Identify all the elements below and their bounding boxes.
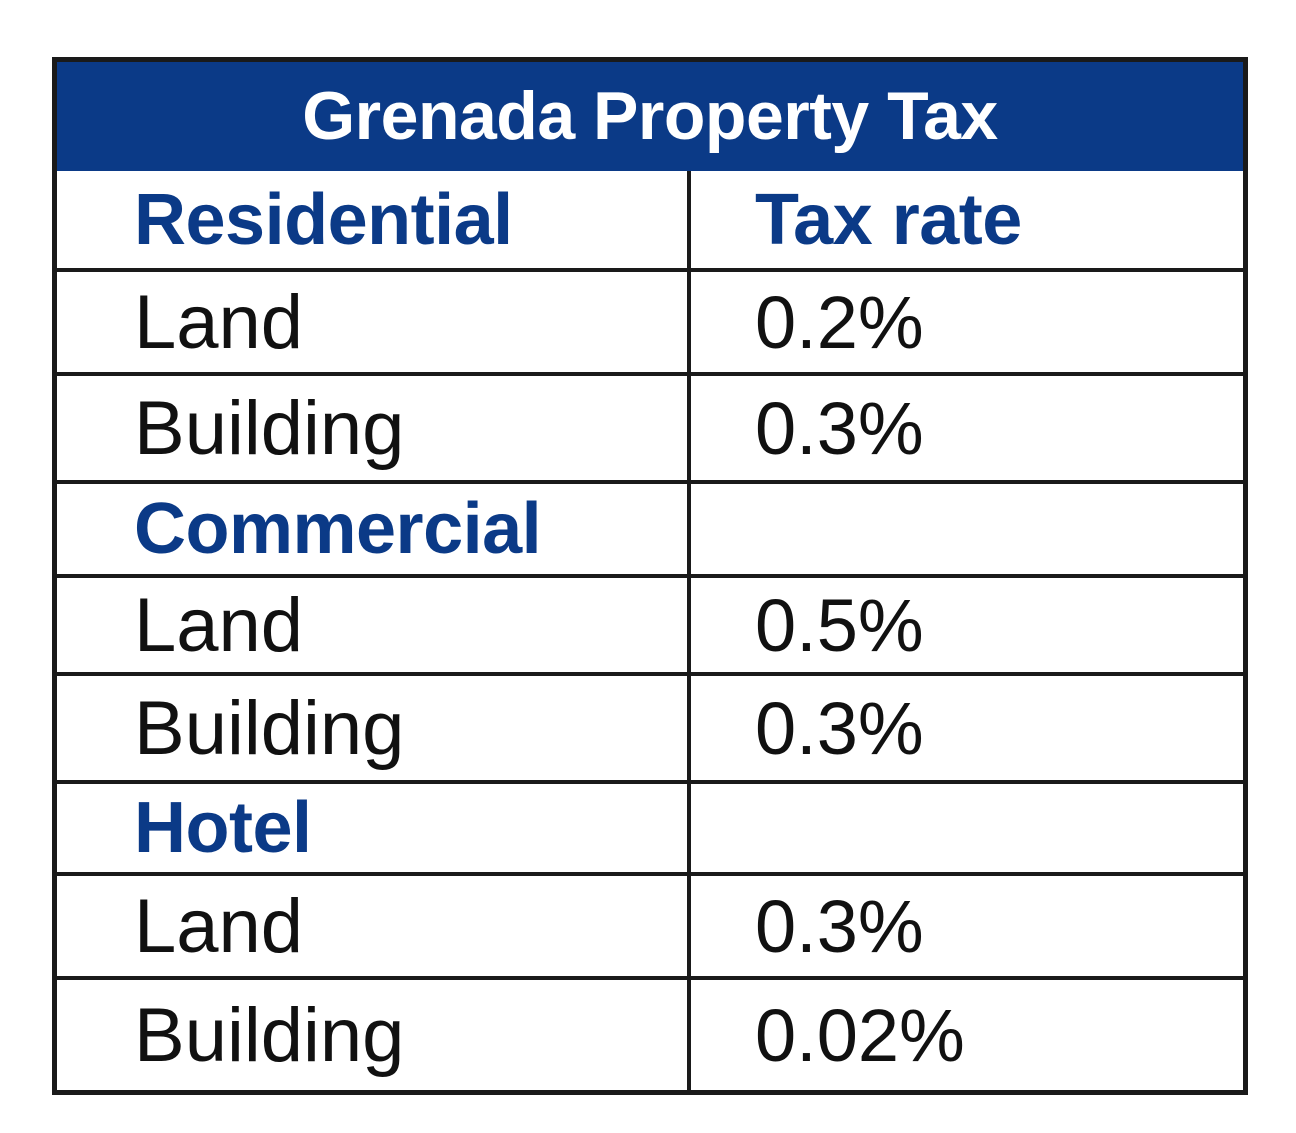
- row-label: Land: [57, 578, 691, 672]
- table-row: Building 0.3%: [57, 372, 1243, 480]
- table-row: Land 0.5%: [57, 574, 1243, 672]
- table-title: Grenada Property Tax: [57, 62, 1243, 171]
- category-heading-commercial: Commercial: [57, 484, 691, 574]
- row-rate: [691, 484, 1243, 574]
- section-row: Commercial: [57, 480, 1243, 574]
- row-rate: 0.3%: [755, 884, 924, 968]
- row-rate: 0.2%: [755, 280, 924, 364]
- row-label: Building: [57, 376, 691, 480]
- section-row: Hotel: [57, 780, 1243, 872]
- header-row: Residential Tax rate: [57, 171, 1243, 268]
- table-row: Land 0.2%: [57, 268, 1243, 372]
- row-rate: 0.3%: [755, 686, 924, 770]
- row-rate: 0.5%: [755, 583, 924, 667]
- row-rate: [691, 784, 1243, 872]
- table-row: Building 0.02%: [57, 976, 1243, 1090]
- row-label: Land: [57, 876, 691, 976]
- table-row: Building 0.3%: [57, 672, 1243, 780]
- row-rate: 0.02%: [755, 993, 965, 1077]
- table-row: Land 0.3%: [57, 872, 1243, 976]
- row-label: Building: [57, 980, 691, 1090]
- row-label: Land: [57, 272, 691, 372]
- row-rate: 0.3%: [755, 386, 924, 470]
- tax-rate-heading: Tax rate: [755, 179, 1022, 260]
- row-label: Building: [57, 676, 691, 780]
- property-tax-table: Grenada Property Tax Residential Tax rat…: [52, 57, 1248, 1095]
- category-heading-residential: Residential: [57, 171, 691, 268]
- category-heading-hotel: Hotel: [57, 784, 691, 872]
